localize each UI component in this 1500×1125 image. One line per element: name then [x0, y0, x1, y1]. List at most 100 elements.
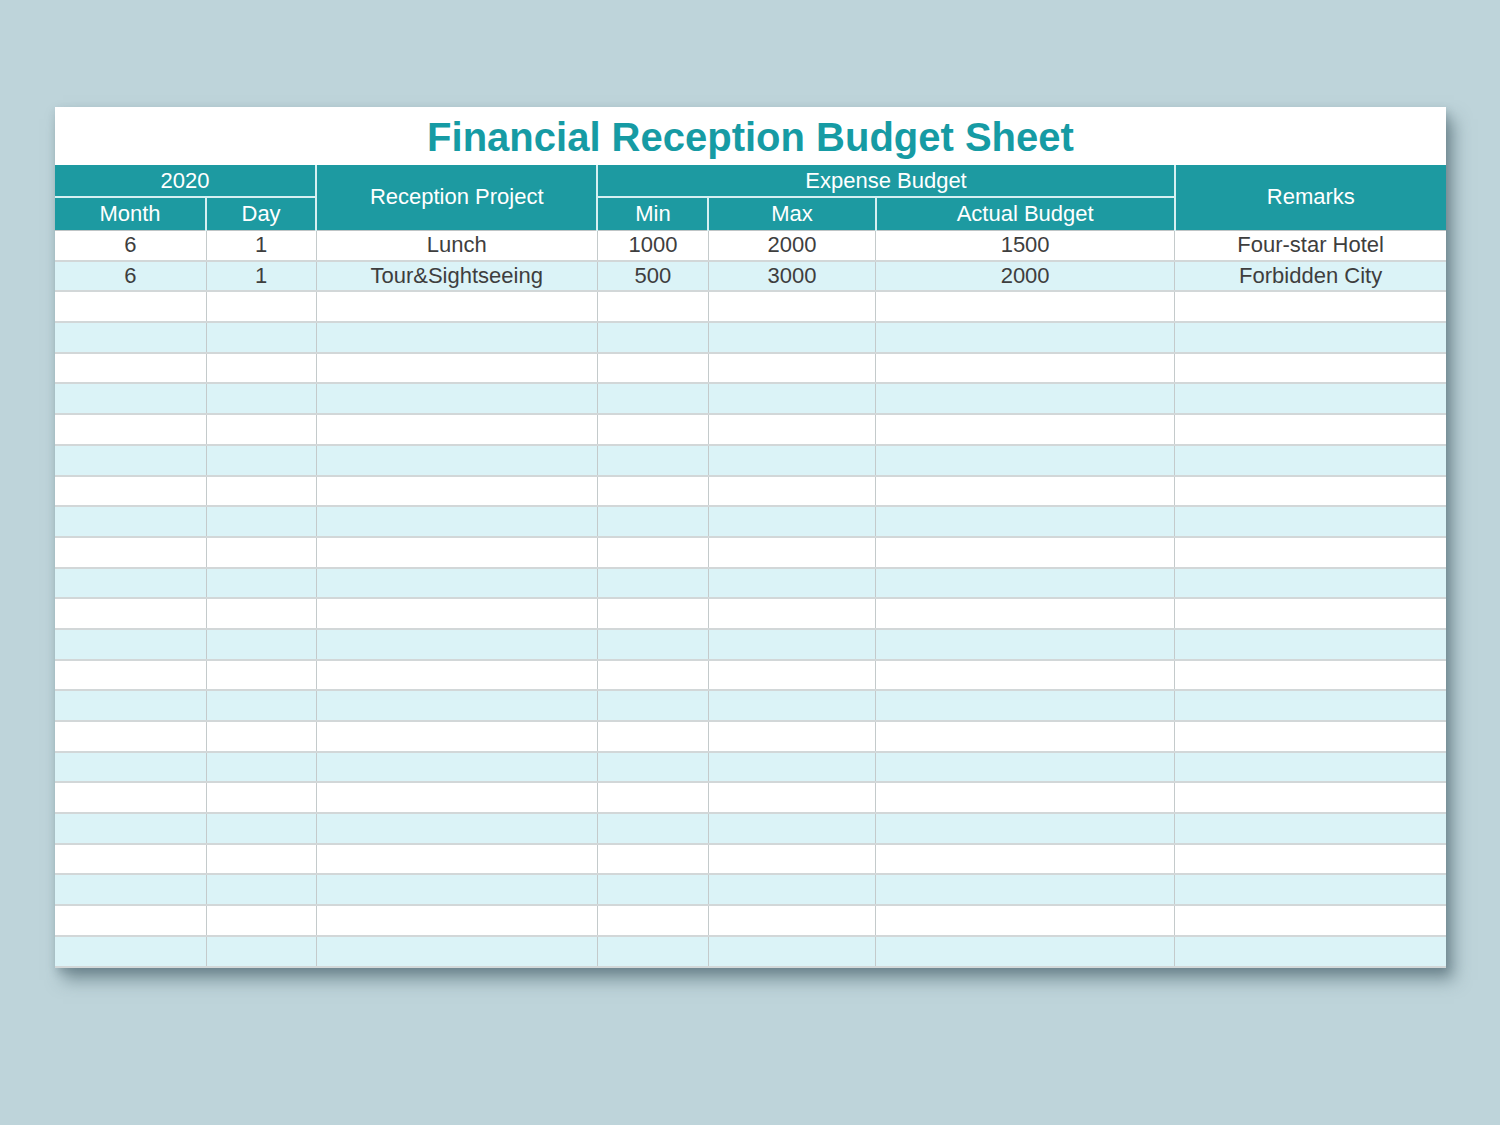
cell-day — [206, 660, 316, 691]
cell-actual — [876, 568, 1175, 599]
cell-project — [316, 782, 597, 813]
cell-actual — [876, 813, 1175, 844]
cell-min — [597, 813, 708, 844]
cell-remarks — [1175, 568, 1446, 599]
cell-month — [55, 660, 206, 691]
cell-actual — [876, 537, 1175, 568]
cell-remarks — [1175, 844, 1446, 875]
cell-project — [316, 660, 597, 691]
header-actual-budget: Actual Budget — [876, 197, 1175, 230]
cell-max — [708, 782, 875, 813]
cell-actual — [876, 752, 1175, 783]
cell-day — [206, 568, 316, 599]
cell-project — [316, 537, 597, 568]
cell-day — [206, 782, 316, 813]
cell-project — [316, 353, 597, 384]
cell-actual: 1500 — [876, 230, 1175, 261]
cell-min — [597, 660, 708, 691]
empty-row — [55, 506, 1446, 537]
cell-max — [708, 353, 875, 384]
cell-max — [708, 537, 875, 568]
cell-max — [708, 568, 875, 599]
budget-table: 2020 Reception Project Expense Budget Re… — [55, 165, 1446, 968]
cell-day — [206, 813, 316, 844]
cell-actual — [876, 690, 1175, 721]
empty-row — [55, 690, 1446, 721]
cell-project — [316, 568, 597, 599]
cell-project — [316, 813, 597, 844]
header-remarks: Remarks — [1175, 165, 1446, 230]
empty-row — [55, 383, 1446, 414]
cell-month — [55, 752, 206, 783]
cell-day — [206, 353, 316, 384]
cell-day — [206, 414, 316, 445]
cell-remarks: Forbidden City — [1175, 261, 1446, 292]
cell-remarks — [1175, 476, 1446, 507]
cell-actual — [876, 936, 1175, 967]
cell-project — [316, 322, 597, 353]
header-day: Day — [206, 197, 316, 230]
cell-remarks — [1175, 629, 1446, 660]
cell-day — [206, 598, 316, 629]
cell-remarks — [1175, 721, 1446, 752]
empty-row — [55, 322, 1446, 353]
cell-project — [316, 721, 597, 752]
page-background: { "sheet": { "title": "Financial Recepti… — [0, 0, 1500, 1125]
cell-max — [708, 936, 875, 967]
cell-max — [708, 506, 875, 537]
cell-day — [206, 476, 316, 507]
cell-actual: 2000 — [876, 261, 1175, 292]
empty-row — [55, 537, 1446, 568]
cell-max — [708, 690, 875, 721]
cell-actual — [876, 844, 1175, 875]
cell-max — [708, 752, 875, 783]
cell-min — [597, 905, 708, 936]
cell-min — [597, 537, 708, 568]
cell-day — [206, 874, 316, 905]
cell-month — [55, 537, 206, 568]
cell-project — [316, 874, 597, 905]
table-header: 2020 Reception Project Expense Budget Re… — [55, 165, 1446, 230]
cell-day — [206, 629, 316, 660]
empty-row — [55, 476, 1446, 507]
cell-min — [597, 598, 708, 629]
cell-actual — [876, 905, 1175, 936]
cell-remarks — [1175, 782, 1446, 813]
cell-actual — [876, 721, 1175, 752]
empty-row — [55, 874, 1446, 905]
cell-month — [55, 414, 206, 445]
cell-day — [206, 844, 316, 875]
cell-min — [597, 936, 708, 967]
cell-day — [206, 506, 316, 537]
cell-remarks — [1175, 537, 1446, 568]
budget-sheet: Financial Reception Budget Sheet 2020 Re… — [55, 107, 1446, 968]
empty-row — [55, 752, 1446, 783]
cell-day: 1 — [206, 230, 316, 261]
cell-remarks — [1175, 383, 1446, 414]
cell-month: 6 — [55, 261, 206, 292]
empty-row — [55, 844, 1446, 875]
cell-remarks — [1175, 322, 1446, 353]
cell-max — [708, 383, 875, 414]
cell-month: 6 — [55, 230, 206, 261]
header-max: Max — [708, 197, 875, 230]
empty-row — [55, 813, 1446, 844]
cell-max — [708, 874, 875, 905]
cell-max: 2000 — [708, 230, 875, 261]
cell-remarks — [1175, 660, 1446, 691]
cell-day — [206, 721, 316, 752]
cell-actual — [876, 322, 1175, 353]
cell-min — [597, 752, 708, 783]
page-title: Financial Reception Budget Sheet — [55, 107, 1446, 165]
cell-project — [316, 752, 597, 783]
cell-remarks — [1175, 445, 1446, 476]
cell-project — [316, 445, 597, 476]
cell-remarks — [1175, 752, 1446, 783]
cell-day — [206, 383, 316, 414]
cell-min: 500 — [597, 261, 708, 292]
cell-month — [55, 476, 206, 507]
cell-project — [316, 291, 597, 322]
header-month: Month — [55, 197, 206, 230]
cell-max — [708, 445, 875, 476]
header-row-group: 2020 Reception Project Expense Budget Re… — [55, 165, 1446, 197]
